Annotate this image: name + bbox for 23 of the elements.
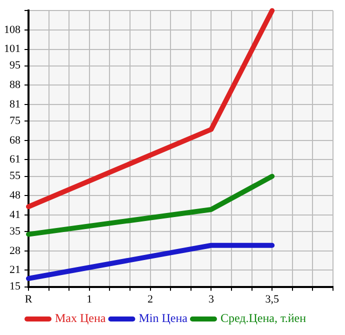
y-tick-label: 35 bbox=[10, 225, 21, 238]
y-tick-label: 108 bbox=[4, 24, 21, 36]
y-tick-label: 55 bbox=[10, 170, 21, 182]
legend-label: Сред.Цена, т.йен bbox=[220, 311, 307, 326]
y-tick-label: 28 bbox=[10, 244, 21, 257]
y-tick-label: 61 bbox=[10, 154, 20, 166]
y-tick-label: 15 bbox=[10, 280, 21, 293]
y-tick-label: 101 bbox=[4, 43, 20, 56]
y-tick-label: 81 bbox=[10, 98, 20, 110]
x-tick-label: 3 bbox=[208, 293, 214, 306]
x-tick-label: 2 bbox=[148, 293, 154, 306]
x-tick-label: 1 bbox=[86, 293, 92, 306]
y-tick-label: 48 bbox=[10, 190, 21, 202]
y-tick-label: 75 bbox=[10, 114, 21, 127]
legend-label: Max Цена bbox=[54, 311, 106, 326]
x-tick-label: R bbox=[24, 293, 33, 306]
x-tick-label: 3,5 bbox=[265, 293, 280, 306]
legend-label: Min Цена bbox=[138, 311, 188, 326]
y-tick-label: 88 bbox=[10, 79, 21, 92]
y-tick-label: 68 bbox=[10, 134, 21, 146]
y-tick-label: 21 bbox=[10, 264, 20, 276]
y-tick-label: 41 bbox=[10, 208, 20, 221]
y-tick-label: 95 bbox=[10, 60, 21, 72]
